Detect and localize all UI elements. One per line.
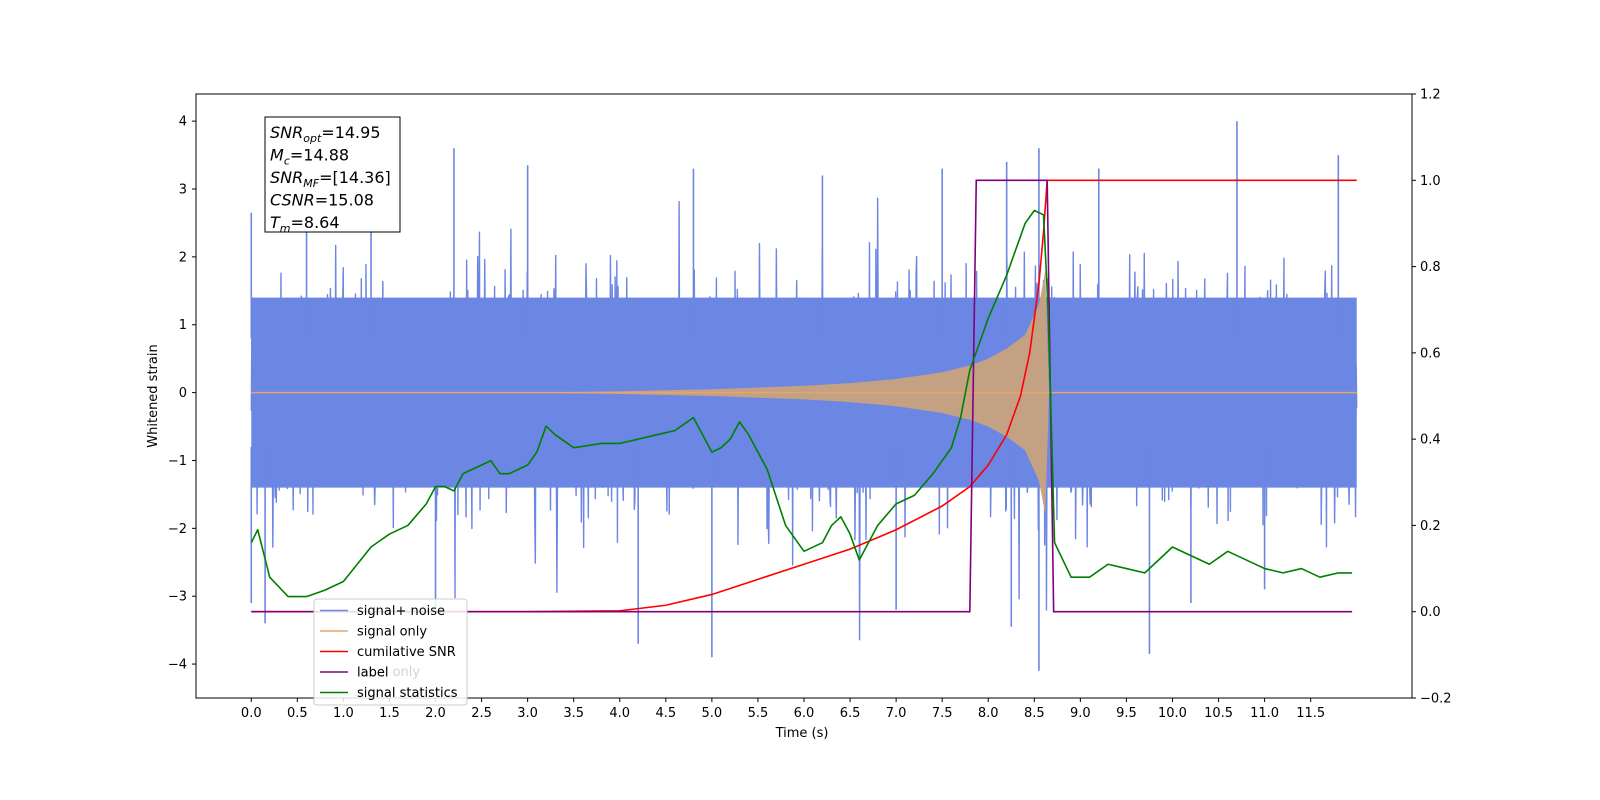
x-tick-label: 0.5 (287, 706, 308, 721)
signal-statistics-line (250, 209, 1353, 598)
x-tick-label: 2.0 (425, 706, 446, 721)
cumulative-snr-line (251, 179, 1357, 613)
x-tick-label: 3.5 (563, 706, 584, 721)
annotation-value: =14.88 (290, 146, 349, 165)
y2-tick-label: 0.6 (1420, 346, 1441, 361)
legend-overlay-text: label only (357, 665, 420, 680)
annotation-line: Mc=14.88 (270, 146, 349, 168)
x-tick-label: 8.5 (1024, 706, 1045, 721)
legend-overlay-text: signal statistics (357, 686, 458, 701)
x-tick-label: 7.5 (932, 706, 953, 721)
y-axis-right: −0.2 0.0 0.2 0.4 0.6 0.8 1.0 1.2 (1412, 88, 1452, 707)
annotation-line: Tm=8.64 (270, 213, 340, 235)
y-tick-label: 0 (179, 386, 187, 401)
x-tick-label: 11.5 (1296, 706, 1325, 721)
legend-frame (313, 598, 468, 706)
x-tick-label: 11.0 (1250, 706, 1279, 721)
y2-tick-label: 0.0 (1420, 605, 1441, 620)
annotation-symbol: M (270, 146, 284, 165)
x-tick-label: 8.0 (978, 706, 999, 721)
annotation-box: SNRopt=14.95Mc=14.88SNRMF=[14.36]CSNR=15… (264, 116, 401, 235)
annotation-symbol: SNR (270, 168, 303, 187)
y2-tick-label: 0.2 (1420, 519, 1441, 534)
legend-entry: cumilative SNR (357, 645, 456, 660)
y2-tick-label: −0.2 (1420, 692, 1452, 707)
y-tick-label: 2 (179, 250, 187, 265)
y-tick-label: −3 (168, 590, 187, 605)
annotation-subscript: MF (303, 177, 319, 190)
x-tick-label: 5.5 (748, 706, 769, 721)
annotation-line: CSNR=15.08 (270, 191, 374, 210)
legend-entry: signal+ noise (357, 604, 445, 619)
x-tick-label: 2.5 (471, 706, 492, 721)
annotation-value: =[14.36] (319, 168, 391, 187)
y-tick-label: 4 (179, 115, 187, 130)
x-tick-label: 9.5 (1116, 706, 1137, 721)
legend-entry: signal statistics (357, 686, 458, 701)
annotation-box-frame (264, 116, 401, 233)
y2-tick-label: 1.2 (1420, 88, 1441, 103)
x-tick-label: 1.0 (333, 706, 354, 721)
annotation-subscript: opt (303, 132, 322, 145)
x-tick-label: 0.0 (241, 706, 262, 721)
annotation-value: =14.95 (321, 123, 380, 142)
x-tick-label: 10.0 (1158, 706, 1187, 721)
y-tick-label: −4 (168, 658, 187, 673)
x-tick-label: 3.0 (517, 706, 538, 721)
annotation-symbol: CSNR (270, 191, 315, 210)
annotation-subscript: m (280, 222, 291, 235)
x-tick-label: 1.5 (379, 706, 400, 721)
x-axis-label: Time (s) (775, 726, 829, 741)
legend-entry: label (357, 666, 388, 681)
x-tick-label: 10.5 (1204, 706, 1233, 721)
x-axis: 0.0 0.5 1.0 1.5 2.0 2.5 3.0 3.5 4.0 4.5 5.0 5.5 6.0 6… (241, 698, 1325, 721)
y-axis-left: −4 −3 −2 −1 0 1 2 3 4 (168, 115, 196, 673)
x-tick-label: 5.0 (702, 706, 723, 721)
legend: signal+ noise signal only cumilative SNR la… (313, 598, 468, 706)
annotation-symbol: T (270, 213, 281, 232)
legend-entry: signal only (357, 625, 427, 640)
y2-tick-label: 0.4 (1420, 433, 1441, 448)
annotation-subscript: c (284, 155, 290, 168)
annotation-line: SNRopt=14.95 (270, 123, 381, 145)
annotation-line: SNRMF=[14.36] (270, 168, 391, 190)
label-line (251, 179, 1353, 613)
x-tick-label: 6.0 (794, 706, 815, 721)
x-tick-label: 4.5 (655, 706, 676, 721)
annotation-symbol: SNR (270, 123, 303, 142)
x-tick-label: 4.0 (609, 706, 630, 721)
annotation-value: =8.64 (291, 213, 340, 232)
y-tick-label: −1 (168, 454, 187, 469)
y-tick-label: 1 (179, 318, 187, 333)
y2-tick-label: 1.0 (1420, 174, 1441, 189)
x-tick-label: 6.5 (840, 706, 861, 721)
y-axis-label: Whitened strain (146, 344, 161, 447)
y2-tick-label: 0.8 (1420, 260, 1441, 275)
plot-area (195, 93, 1413, 699)
y-tick-label: −2 (168, 522, 187, 537)
x-tick-label: 7.0 (886, 706, 907, 721)
annotation-value: =15.08 (315, 191, 374, 210)
series-layer (250, 121, 1358, 671)
x-tick-label: 9.0 (1070, 706, 1091, 721)
y-tick-label: 3 (179, 183, 187, 198)
